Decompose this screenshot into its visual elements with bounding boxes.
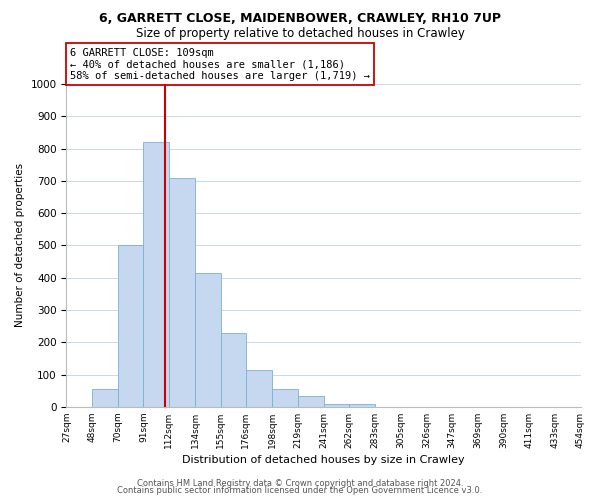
Text: Contains HM Land Registry data © Crown copyright and database right 2024.: Contains HM Land Registry data © Crown c… (137, 478, 463, 488)
Bar (298, 396, 324, 407)
Bar (272, 389, 298, 407)
Text: 6, GARRETT CLOSE, MAIDENBOWER, CRAWLEY, RH10 7UP: 6, GARRETT CLOSE, MAIDENBOWER, CRAWLEY, … (99, 12, 501, 26)
Text: Size of property relative to detached houses in Crawley: Size of property relative to detached ho… (136, 28, 464, 40)
Y-axis label: Number of detached properties: Number of detached properties (15, 164, 25, 328)
Bar (221, 332, 246, 407)
Bar (143, 142, 169, 407)
Bar (195, 273, 221, 407)
Text: Contains public sector information licensed under the Open Government Licence v3: Contains public sector information licen… (118, 486, 482, 495)
Bar (246, 370, 272, 407)
Text: 6 GARRETT CLOSE: 109sqm
← 40% of detached houses are smaller (1,186)
58% of semi: 6 GARRETT CLOSE: 109sqm ← 40% of detache… (70, 48, 370, 81)
Bar (92, 389, 118, 407)
Bar (324, 404, 349, 407)
Bar (349, 404, 374, 407)
Bar (169, 178, 195, 407)
X-axis label: Distribution of detached houses by size in Crawley: Distribution of detached houses by size … (182, 455, 465, 465)
Bar (118, 246, 143, 407)
